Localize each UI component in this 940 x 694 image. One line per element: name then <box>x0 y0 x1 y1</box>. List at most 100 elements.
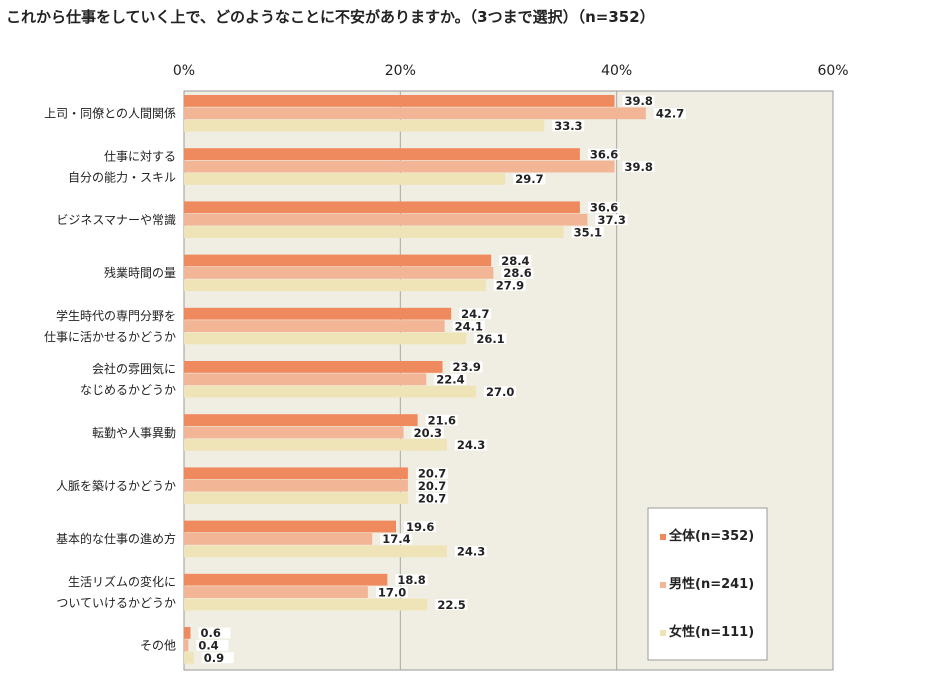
data-label-background <box>425 414 458 426</box>
category-label: その他 <box>140 639 176 653</box>
data-label: 28.6 <box>503 266 531 280</box>
data-label: 19.6 <box>406 520 434 534</box>
data-label: 24.3 <box>457 438 485 452</box>
data-label: 26.1 <box>476 332 504 346</box>
legend: 全体(n=352) 男性(n=241) 女性(n=111) <box>647 507 768 661</box>
bar <box>184 361 443 373</box>
data-label: 35.1 <box>574 225 602 239</box>
data-label-background <box>622 95 655 107</box>
data-label: 20.7 <box>418 467 446 481</box>
data-label-background <box>415 480 448 492</box>
data-label: 20.7 <box>418 479 446 493</box>
data-label: 39.8 <box>625 94 653 108</box>
data-label: 0.4 <box>198 639 218 653</box>
data-label: 24.7 <box>461 307 489 321</box>
bar <box>184 467 408 480</box>
data-label-background <box>201 652 234 664</box>
data-label-background <box>435 599 468 610</box>
bar <box>184 95 615 107</box>
category-label: 残業時間の量 <box>104 266 176 280</box>
data-label: 28.4 <box>501 254 529 268</box>
x-tick-label: 0% <box>173 63 195 79</box>
bar <box>184 254 492 267</box>
bars <box>184 95 646 664</box>
bar <box>184 586 368 598</box>
data-label: 17.0 <box>378 585 406 599</box>
data-label-background <box>450 361 483 373</box>
data-label: 27.9 <box>496 279 524 293</box>
data-label: 22.5 <box>437 598 465 612</box>
category-label: 生活リズムの変化に <box>68 574 176 589</box>
data-label-background <box>375 586 408 598</box>
data-label-background <box>196 639 229 651</box>
category-label: 転勤や人事異動 <box>92 426 176 440</box>
data-label-background <box>571 226 604 238</box>
bar <box>184 119 545 132</box>
category-label: ついていけるかどうか <box>56 596 176 610</box>
bar <box>184 307 452 320</box>
data-label-background <box>454 545 487 557</box>
bar <box>184 226 564 238</box>
category-label: 基本的な仕事の進め方 <box>56 531 176 546</box>
data-label-background <box>411 427 444 438</box>
data-label-background <box>493 279 526 291</box>
data-label: 18.8 <box>397 573 425 587</box>
bar <box>184 320 445 332</box>
category-label: 学生時代の専門分野を <box>56 308 176 323</box>
bar <box>184 545 447 558</box>
data-label: 0.6 <box>200 626 220 640</box>
category-label: 自分の能力・スキル <box>68 170 176 184</box>
data-label: 24.3 <box>457 545 485 559</box>
data-label-background <box>459 308 492 320</box>
data-label: 0.9 <box>204 651 224 665</box>
bar <box>184 148 580 160</box>
bar <box>184 439 447 451</box>
bar <box>184 213 588 226</box>
x-tick-label: 60% <box>817 63 848 79</box>
x-tick-label: 20% <box>385 63 416 79</box>
data-label-background <box>499 255 532 266</box>
data-label-background <box>501 267 534 279</box>
data-label-background <box>380 533 413 545</box>
data-labels: 39.842.733.336.639.829.736.637.335.128.4… <box>196 94 686 665</box>
bar <box>184 279 486 292</box>
bar <box>184 201 580 214</box>
data-label: 33.3 <box>554 119 582 133</box>
data-label-background <box>198 627 231 639</box>
bar <box>184 173 506 185</box>
category-labels: 上司・同僚との人間関係仕事に対する自分の能力・スキルビジネスマナーや常識残業時間… <box>44 106 176 653</box>
data-label-background <box>484 386 517 398</box>
data-label-background <box>395 574 428 586</box>
data-label-background <box>454 439 487 451</box>
data-label: 21.6 <box>428 413 456 427</box>
data-label: 39.8 <box>625 160 653 174</box>
data-label: 36.6 <box>590 147 618 161</box>
bar <box>184 267 494 279</box>
category-label: 会社の雰囲気に <box>92 361 176 376</box>
bar <box>184 651 194 664</box>
x-axis-ticks: 0% 20% 40% 60% <box>173 63 849 79</box>
data-label: 37.3 <box>597 213 625 227</box>
bar <box>184 373 427 386</box>
data-label-background <box>434 373 467 385</box>
data-label: 42.7 <box>656 107 684 121</box>
category-label: なじめるかどうか <box>80 383 176 397</box>
bar <box>184 479 408 492</box>
data-label: 24.1 <box>455 319 483 333</box>
bar <box>184 160 615 173</box>
data-label-background <box>622 161 655 172</box>
data-label-background <box>474 333 507 344</box>
data-label-background <box>513 173 546 185</box>
bar <box>184 627 191 639</box>
category-label: 人脈を築けるかどうか <box>56 478 176 493</box>
legend-label: 男性(n=241) <box>669 576 754 592</box>
category-label: ビジネスマナーや常識 <box>56 213 176 227</box>
legend-label: 女性(n=111) <box>669 624 754 640</box>
data-label-background <box>404 521 437 532</box>
bar <box>184 332 467 345</box>
bar <box>184 533 373 545</box>
data-label-background <box>415 492 448 504</box>
bar <box>184 426 404 439</box>
data-label-background <box>587 148 620 160</box>
